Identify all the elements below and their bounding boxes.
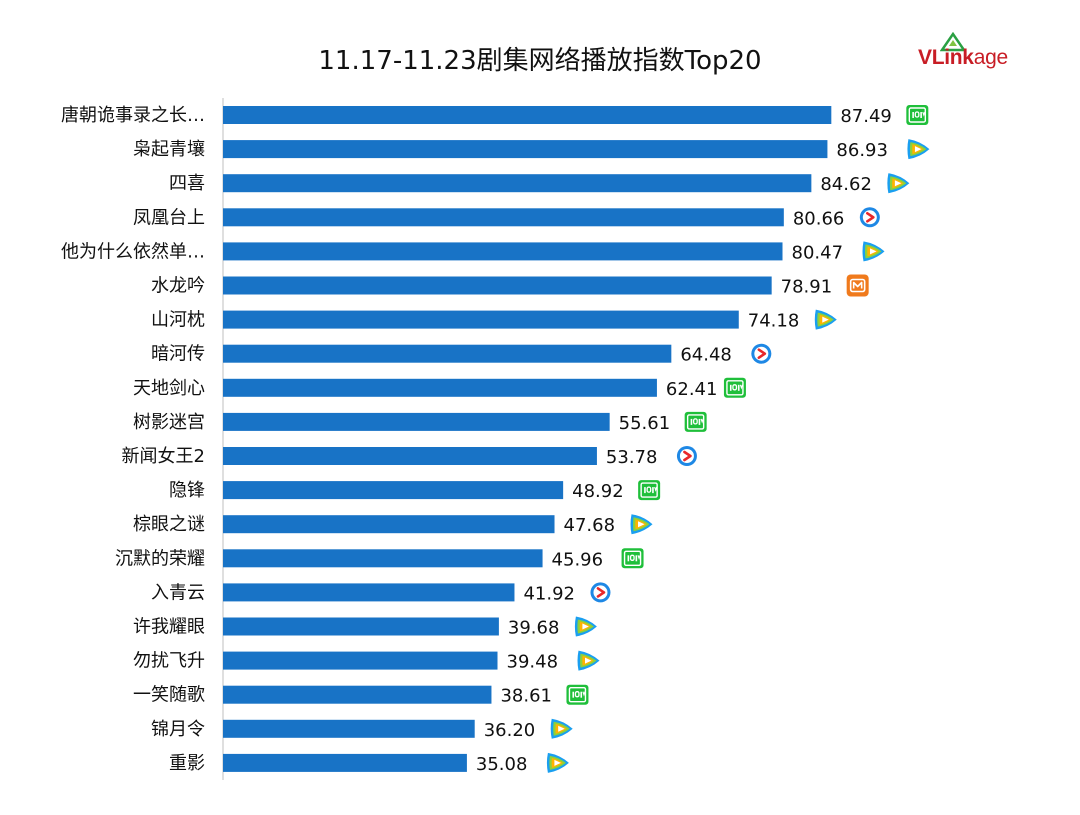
tencent-video-icon: [546, 752, 569, 773]
chart-title: 11.17-11.23剧集网络播放指数Top20: [318, 46, 762, 76]
value-label: 64.48: [680, 345, 732, 366]
category-label: 他为什么依然单…: [61, 241, 205, 262]
bar: [223, 447, 597, 465]
category-label: 凤凰台上: [133, 207, 205, 228]
category-label: 水龙吟: [151, 276, 205, 297]
value-label: 41.92: [523, 583, 575, 604]
bar: [223, 344, 672, 363]
tencent-video-icon: [907, 139, 930, 160]
youku-icon: [590, 582, 611, 603]
youku-icon: [676, 446, 697, 466]
iqiyi-icon: [906, 105, 929, 125]
value-label: 35.08: [476, 754, 528, 775]
bar: [223, 549, 543, 568]
value-label: 74.18: [748, 311, 800, 332]
category-label: 唐朝诡事录之长…: [61, 105, 205, 126]
category-label: 新闻女王2: [122, 446, 205, 467]
bar: [223, 617, 499, 636]
vlinkage-logo: VLinkage: [918, 32, 1022, 72]
iqiyi-icon: [684, 411, 707, 432]
value-label: 55.61: [619, 413, 671, 434]
bar: [223, 174, 812, 193]
tencent-video-icon: [862, 241, 885, 262]
category-label: 棕眼之谜: [133, 514, 205, 535]
bar: [223, 310, 739, 329]
value-label: 53.78: [606, 447, 658, 468]
category-label: 树影迷宫: [133, 412, 205, 433]
value-label: 36.20: [484, 720, 536, 741]
value-label: 80.47: [792, 242, 844, 263]
bar: [223, 276, 772, 295]
mango-tv-icon: [846, 274, 869, 297]
vlinkage-logo-text: VLinkage: [918, 46, 1008, 69]
value-label: 86.93: [836, 140, 888, 161]
tencent-video-icon: [577, 650, 600, 671]
bar: [223, 685, 492, 704]
bar: [223, 583, 515, 602]
value-label: 45.96: [552, 549, 604, 570]
iqiyi-icon: [621, 548, 644, 569]
bar: [223, 412, 610, 431]
value-label: 48.92: [572, 481, 624, 502]
iqiyi-icon: [566, 684, 589, 705]
bar: [223, 753, 467, 772]
bar: [223, 242, 783, 261]
bar: [223, 378, 657, 397]
value-label: 39.48: [507, 652, 559, 673]
category-label: 锦月令: [151, 719, 205, 740]
iqiyi-icon: [638, 480, 661, 501]
bar: [223, 515, 555, 534]
value-label: 47.68: [564, 515, 616, 536]
category-label: 天地剑心: [133, 378, 205, 399]
value-label: 38.61: [500, 686, 552, 707]
category-label: 隐锋: [169, 480, 205, 501]
category-label: 重影: [169, 753, 205, 774]
tencent-video-icon: [814, 309, 837, 330]
youku-icon: [859, 207, 880, 228]
bar: [223, 106, 832, 124]
category-label: 沉默的荣耀: [115, 548, 205, 569]
youku-icon: [751, 343, 772, 364]
bar: [223, 481, 564, 500]
iqiyi-icon: [723, 377, 746, 398]
tencent-video-icon: [550, 718, 573, 739]
category-label: 四喜: [169, 173, 205, 194]
category-label: 山河枕: [151, 310, 205, 331]
bar: [223, 719, 475, 738]
value-label: 80.66: [793, 208, 845, 229]
value-label: 84.62: [820, 174, 872, 195]
category-label: 一笑随歌: [133, 685, 205, 706]
bar: [223, 651, 498, 670]
vlinkage-logo-mark-icon: [940, 32, 966, 52]
category-label: 勿扰飞升: [133, 651, 205, 672]
category-label: 许我耀眼: [133, 617, 205, 638]
bar: [223, 140, 828, 159]
category-label: 枭起青壤: [133, 139, 205, 160]
value-label: 62.41: [666, 379, 718, 400]
bar: [223, 208, 784, 227]
tencent-video-icon: [574, 616, 597, 637]
value-label: 87.49: [840, 106, 892, 127]
tencent-video-icon: [630, 514, 653, 535]
value-label: 39.68: [508, 618, 560, 639]
value-label: 78.91: [781, 277, 833, 298]
category-label: 入青云: [151, 582, 205, 603]
tencent-video-icon: [887, 173, 910, 194]
category-label: 暗河传: [151, 344, 205, 365]
